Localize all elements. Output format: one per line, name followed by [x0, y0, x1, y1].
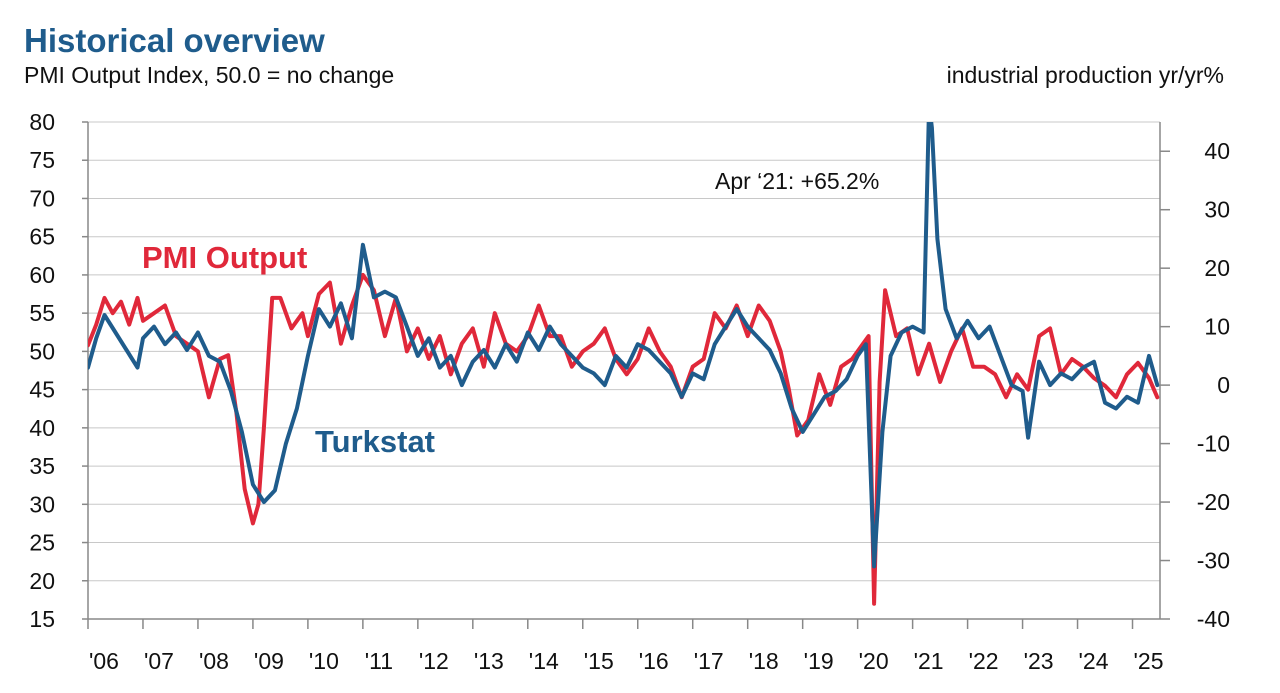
series-line-turkstat — [88, 122, 1160, 569]
left-tick-label: 25 — [29, 530, 55, 556]
left-tick-label: 30 — [29, 491, 55, 517]
left-axis-title: PMI Output Index, 50.0 = no change — [24, 62, 395, 88]
x-tick-label: '24 — [1079, 648, 1109, 674]
left-tick-label: 35 — [29, 453, 55, 479]
right-tick-label: -30 — [1197, 548, 1230, 574]
x-tick-label: '18 — [749, 648, 779, 674]
x-tick-label: '21 — [914, 648, 944, 674]
right-tick-label: 20 — [1204, 255, 1230, 281]
right-tick-label: 0 — [1217, 372, 1230, 398]
x-tick-label: '16 — [639, 648, 669, 674]
left-tick-label: 15 — [29, 606, 55, 632]
x-tick-label: '15 — [584, 648, 614, 674]
left-tick-label: 65 — [29, 224, 55, 250]
x-tick-label: '25 — [1134, 648, 1164, 674]
x-axis-ticks: '06 '07 '08 '09 '10 '11 '12 '13 '14 '15 '16 '17 '18 '… — [87, 619, 1164, 674]
x-tick-label: '14 — [529, 648, 559, 674]
x-tick-label: '08 — [199, 648, 229, 674]
x-tick-label: '17 — [694, 648, 724, 674]
axes — [87, 122, 1161, 620]
x-tick-label: '06 — [89, 648, 119, 674]
series-group — [88, 122, 1160, 606]
right-tick-label: -40 — [1197, 606, 1230, 632]
x-tick-label: '11 — [365, 648, 393, 674]
right-tick-label: 10 — [1204, 314, 1230, 340]
x-tick-label: '13 — [474, 648, 504, 674]
right-tick-label: 40 — [1204, 138, 1230, 164]
right-tick-label: 30 — [1204, 197, 1230, 223]
left-tick-label: 40 — [29, 415, 55, 441]
x-tick-label: '12 — [419, 648, 449, 674]
right-tick-label: -20 — [1197, 489, 1230, 515]
right-tick-label: -10 — [1197, 431, 1230, 457]
x-tick-label: '20 — [859, 648, 889, 674]
x-tick-label: '09 — [254, 648, 284, 674]
legend-pmi-output: PMI Output — [142, 240, 307, 275]
x-tick-label: '07 — [144, 648, 174, 674]
left-tick-label: 55 — [29, 300, 55, 326]
left-tick-label: 80 — [29, 109, 55, 135]
left-tick-label: 70 — [29, 185, 55, 211]
left-tick-label: 50 — [29, 338, 55, 364]
series-line-pmi-output — [88, 272, 1160, 606]
x-tick-label: '10 — [309, 648, 339, 674]
left-axis-ticks: 80 75 70 65 60 55 50 45 40 35 30 25 20 15 — [29, 109, 88, 632]
right-axis-ticks: 40 30 20 10 0 -10 -20 -30 -40 — [1160, 138, 1230, 632]
annotation-apr21: Apr ‘21: +65.2% — [715, 168, 879, 194]
left-tick-label: 60 — [29, 262, 55, 288]
x-tick-label: '19 — [804, 648, 834, 674]
chart-title: Historical overview — [24, 22, 325, 59]
left-tick-label: 75 — [29, 147, 55, 173]
left-tick-label: 20 — [29, 568, 55, 594]
x-tick-label: '22 — [969, 648, 999, 674]
left-tick-label: 45 — [29, 377, 55, 403]
legend-turkstat: Turkstat — [315, 424, 435, 459]
right-axis-title: industrial production yr/yr% — [946, 62, 1224, 88]
x-tick-label: '23 — [1024, 648, 1054, 674]
